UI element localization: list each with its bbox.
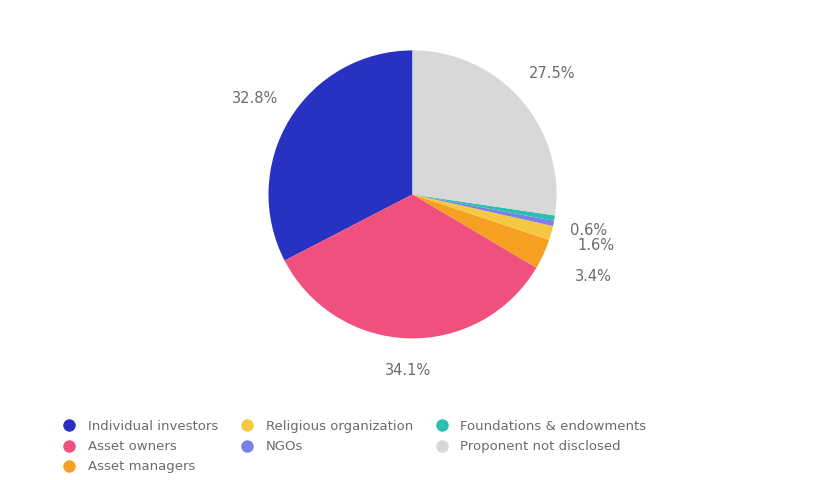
Wedge shape [268,50,412,261]
Text: 0.6%: 0.6% [570,223,607,238]
Text: 32.8%: 32.8% [232,91,278,106]
Wedge shape [412,194,555,221]
Wedge shape [285,194,536,338]
Text: 27.5%: 27.5% [529,66,575,82]
Wedge shape [412,194,553,240]
Text: 1.6%: 1.6% [578,238,614,253]
Wedge shape [412,194,549,268]
Wedge shape [412,50,557,216]
Wedge shape [412,194,554,226]
Legend: Individual investors, Asset owners, Asset managers, Religious organization, NGOs: Individual investors, Asset owners, Asse… [56,420,647,473]
Text: 3.4%: 3.4% [575,269,612,284]
Text: 34.1%: 34.1% [384,362,431,377]
